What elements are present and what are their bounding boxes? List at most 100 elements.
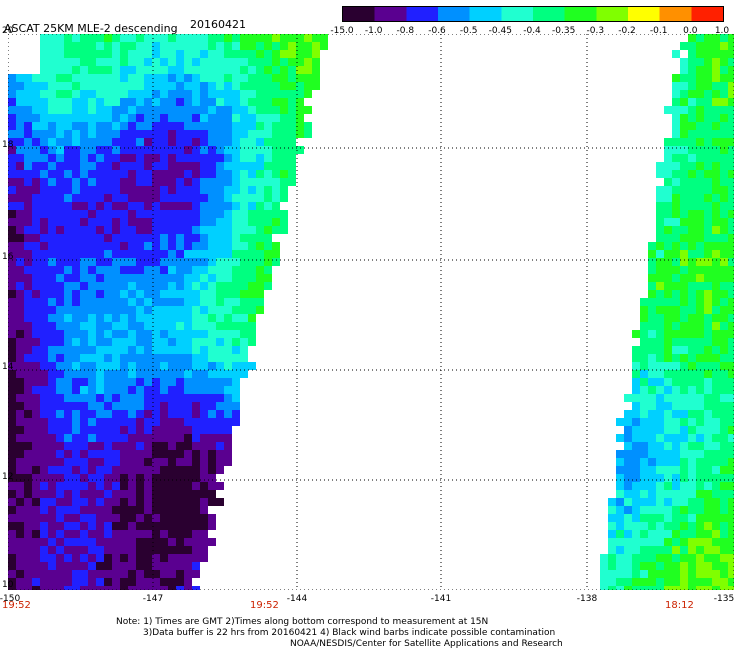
swath-cell (312, 34, 320, 42)
swath-cell (656, 378, 664, 386)
swath-cell (136, 66, 144, 74)
swath-cell (216, 186, 224, 194)
swath-cell (696, 498, 704, 506)
swath-cell (96, 210, 104, 218)
swath-cell (248, 210, 256, 218)
swath-cell (680, 282, 688, 290)
swath-cell (216, 106, 224, 114)
swath-cell (8, 258, 16, 266)
swath-cell (256, 186, 264, 194)
swath-cell (80, 170, 88, 178)
swath-cell (720, 194, 728, 202)
swath-cell (16, 458, 24, 466)
swath-cell (192, 554, 200, 562)
swath-cell (72, 578, 80, 586)
swath-cell (64, 442, 72, 450)
swath-cell (720, 50, 728, 58)
swath-cell (104, 426, 112, 434)
swath-cell (264, 114, 272, 122)
swath-cell (8, 530, 16, 538)
swath-cell (112, 298, 120, 306)
swath-cell (152, 370, 160, 378)
swath-cell (128, 562, 136, 570)
swath-cell (8, 146, 16, 154)
swath-cell (32, 338, 40, 346)
swath-cell (144, 170, 152, 178)
swath-cell (160, 98, 168, 106)
swath-cell (696, 178, 704, 186)
swath-cell (720, 554, 728, 562)
swath-cell (688, 578, 696, 586)
colorbar-tick-label: -0.6 (428, 26, 446, 36)
swath-cell (8, 370, 16, 378)
swath-cell (680, 514, 688, 522)
swath-cell (32, 402, 40, 410)
swath-cell (72, 218, 80, 226)
swath-cell (656, 298, 664, 306)
swath-cell (136, 42, 144, 50)
swath-cell (72, 442, 80, 450)
swath-cell (128, 50, 136, 58)
swath-cell (136, 218, 144, 226)
swath-cell (704, 442, 712, 450)
swath-cell (216, 370, 224, 378)
swath-cell (144, 122, 152, 130)
swath-cell (224, 290, 232, 298)
swath-cell (672, 442, 680, 450)
swath-cell (144, 138, 152, 146)
swath-cell (704, 530, 712, 538)
swath-cell (680, 474, 688, 482)
swath-cell (80, 570, 88, 578)
swath-cell (144, 458, 152, 466)
swath-cell (56, 546, 64, 554)
swath-cell (88, 546, 96, 554)
swath-cell (184, 586, 192, 594)
swath-cell (88, 538, 96, 546)
swath-cell (192, 258, 200, 266)
swath-cell (8, 378, 16, 386)
swath-cell (128, 570, 136, 578)
swath-cell (136, 202, 144, 210)
swath-cell (48, 90, 56, 98)
swath-cell (192, 330, 200, 338)
swath-cell (32, 282, 40, 290)
swath-cell (56, 42, 64, 50)
swath-cell (184, 506, 192, 514)
swath-cell (688, 154, 696, 162)
swath-cell (168, 530, 176, 538)
swath-cell (32, 178, 40, 186)
swath-cell (24, 82, 32, 90)
swath-cell (232, 186, 240, 194)
swath-cell (664, 282, 672, 290)
swath-cell (144, 578, 152, 586)
swath-cell (24, 106, 32, 114)
swath-cell (232, 250, 240, 258)
swath-cell (32, 466, 40, 474)
swath-cell (704, 394, 712, 402)
swath-cell (104, 394, 112, 402)
swath-cell (704, 194, 712, 202)
swath-cell (64, 138, 72, 146)
swath-cell (232, 146, 240, 154)
swath-cell (104, 98, 112, 106)
swath-cell (40, 194, 48, 202)
swath-cell (48, 458, 56, 466)
swath-cell (80, 434, 88, 442)
swath-cell (56, 74, 64, 82)
swath-cell (176, 386, 184, 394)
swath-cell (208, 202, 216, 210)
swath-cell (56, 138, 64, 146)
swath-cell (272, 186, 280, 194)
swath-cell (72, 98, 80, 106)
swath-cell (152, 266, 160, 274)
swath-cell (208, 146, 216, 154)
swath-cell (232, 226, 240, 234)
swath-cell (128, 586, 136, 594)
swath-cell (32, 234, 40, 242)
swath-cell (40, 66, 48, 74)
swath-cell (608, 498, 616, 506)
swath-cell (120, 34, 128, 42)
swath-cell (88, 82, 96, 90)
swath-cell (160, 402, 168, 410)
swath-cell (272, 242, 280, 250)
